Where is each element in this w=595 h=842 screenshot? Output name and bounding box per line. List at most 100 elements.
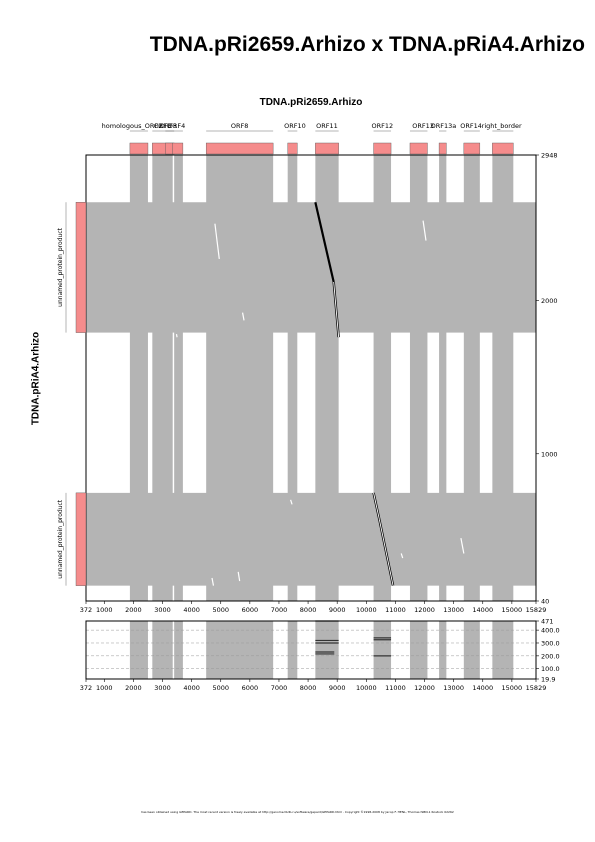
profile-x-tick-label: 13000 bbox=[443, 684, 464, 692]
profile-frame bbox=[85, 620, 537, 680]
x-tick-label: 15000 bbox=[502, 606, 523, 614]
noise-dot bbox=[211, 577, 215, 586]
x-tick-label: 10000 bbox=[356, 606, 377, 614]
profile-band bbox=[463, 621, 480, 679]
match-band-vertical bbox=[373, 155, 392, 601]
x-tick-label: 15829 bbox=[526, 606, 547, 614]
profile-band bbox=[129, 621, 148, 679]
x-tick-label: 2000 bbox=[125, 606, 142, 614]
x-tick-label: 5000 bbox=[212, 606, 229, 614]
x-tick-label: 13000 bbox=[443, 606, 464, 614]
x-tick-label: 8000 bbox=[300, 606, 317, 614]
x-tick-label: 7000 bbox=[271, 606, 288, 614]
feature-box bbox=[129, 142, 149, 155]
match-band-vertical bbox=[409, 155, 428, 601]
y-tick-label: 1000 bbox=[541, 450, 558, 458]
y-tick-label: 2000 bbox=[541, 297, 558, 305]
feature-box bbox=[172, 142, 184, 155]
match-band-vertical bbox=[439, 155, 447, 601]
profile-y-tick-label: 100.0 bbox=[541, 665, 560, 673]
profile-x-tick-label: 6000 bbox=[242, 684, 259, 692]
profile-x-tick-label: 15000 bbox=[502, 684, 523, 692]
feature-box bbox=[205, 142, 274, 155]
profile-x-tick-label: 10000 bbox=[356, 684, 377, 692]
x-tick-label: 4000 bbox=[183, 606, 200, 614]
profile-y-tick-label: 300.0 bbox=[541, 639, 560, 647]
profile-x-tick-label: 14000 bbox=[472, 684, 493, 692]
feature-label: ORF14 bbox=[460, 122, 482, 130]
profile-y-tick-label: 471 bbox=[541, 618, 553, 626]
page-title: TDNA.pRi2659.Arhizo x TDNA.pRiA4.Arhizo bbox=[149, 33, 585, 56]
feature-label: ORF3 bbox=[160, 122, 178, 130]
plot-frame bbox=[85, 154, 537, 602]
match-band-vertical bbox=[463, 155, 480, 601]
feature-box bbox=[463, 142, 481, 155]
x-tick-label: 3000 bbox=[154, 606, 171, 614]
footer-note: has been obtained using GEPARD. The most… bbox=[141, 810, 454, 814]
profile-x-tick-label: 3000 bbox=[154, 684, 171, 692]
profile-band bbox=[315, 621, 339, 679]
noise-dot bbox=[214, 223, 220, 260]
profile-x-tick-label: 15829 bbox=[526, 684, 547, 692]
alignment-diagonal-inner bbox=[378, 519, 394, 586]
profile-x-tick-label: 2000 bbox=[125, 684, 142, 692]
x-tick-label: 14000 bbox=[472, 606, 493, 614]
feature-label: right_border bbox=[482, 122, 522, 130]
profile-band bbox=[373, 621, 392, 679]
profile-band bbox=[206, 621, 274, 679]
feature-label: ORF10 bbox=[284, 122, 306, 130]
match-band-vertical bbox=[174, 155, 183, 601]
y-tick-label: 2948 bbox=[541, 152, 558, 160]
feature-box bbox=[287, 142, 298, 155]
alignment-diagonal bbox=[314, 201, 335, 283]
feature-box bbox=[492, 142, 514, 155]
profile-x-tick-label: 8000 bbox=[300, 684, 317, 692]
x-tick-label: 1000 bbox=[96, 606, 113, 614]
match-band-vertical bbox=[152, 155, 173, 601]
profile-y-tick-label: 400.0 bbox=[541, 627, 560, 635]
feature-label: unnamed_protein_product bbox=[57, 227, 64, 306]
match-band-vertical bbox=[315, 155, 339, 601]
feature-box bbox=[75, 202, 87, 333]
x-tick-label: 9000 bbox=[329, 606, 346, 614]
feature-label: ORF3 bbox=[154, 122, 172, 130]
match-band-vertical bbox=[287, 155, 298, 601]
profile-band bbox=[174, 621, 183, 679]
y-tick-label: 40 bbox=[541, 598, 549, 606]
feature-label: ORF13 bbox=[412, 122, 434, 130]
alignment-diagonal-inner bbox=[373, 492, 380, 520]
alignment-diagonal-inner bbox=[333, 281, 340, 338]
profile-band bbox=[409, 621, 428, 679]
match-band-vertical bbox=[206, 155, 274, 601]
noise-dot bbox=[345, 376, 348, 387]
noise-dot bbox=[290, 499, 293, 505]
feature-label: ORF8 bbox=[231, 122, 249, 130]
profile-band bbox=[439, 621, 447, 679]
noise-dot bbox=[460, 538, 465, 554]
feature-box bbox=[373, 142, 392, 155]
noise-dot bbox=[175, 334, 178, 338]
profile-band bbox=[492, 621, 514, 679]
profile-x-tick-label: 7000 bbox=[271, 684, 288, 692]
feature-label: ORF4 bbox=[168, 122, 186, 130]
noise-dot bbox=[368, 435, 372, 444]
match-band-vertical bbox=[492, 155, 514, 601]
profile-x-tick-label: 12000 bbox=[414, 684, 435, 692]
profile-x-tick-label: 4000 bbox=[183, 684, 200, 692]
feature-box bbox=[315, 142, 339, 155]
profile-y-tick-label: 19.9 bbox=[541, 676, 555, 684]
noise-dot bbox=[400, 553, 404, 559]
profile-band bbox=[152, 621, 173, 679]
feature-box bbox=[409, 142, 428, 155]
feature-label: ORF12 bbox=[371, 122, 393, 130]
feature-box bbox=[438, 142, 447, 155]
feature-box bbox=[75, 492, 87, 586]
noise-dot bbox=[422, 220, 427, 241]
x-tick-label: 11000 bbox=[385, 606, 406, 614]
x-tick-label: 12000 bbox=[414, 606, 435, 614]
profile-y-tick-label: 200.0 bbox=[541, 652, 560, 660]
profile-x-tick-label: 9000 bbox=[329, 684, 346, 692]
noise-dot bbox=[237, 571, 241, 582]
feature-label: homologous_ORF2 bbox=[102, 122, 163, 130]
